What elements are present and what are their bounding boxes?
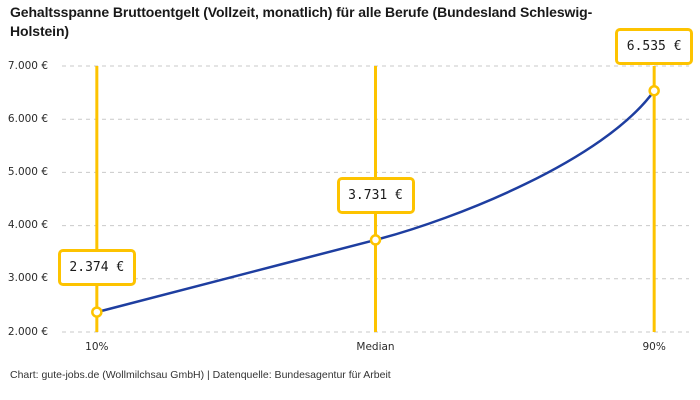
y-tick-label: 4.000 € [7,219,48,232]
chart-credit: Chart: gute-jobs.de (Wollmilchsau GmbH) … [10,369,391,381]
value-label-box: 6.535 € [615,27,694,65]
data-point-marker [369,234,382,246]
value-label-box: 2.374 € [57,249,136,287]
y-tick-label: 7.000 € [7,59,48,72]
value-label-text: 6.535 € [626,38,682,54]
y-tick-label: 5.000 € [7,165,48,178]
value-label-text: 2.374 € [69,260,125,276]
value-label-text: 3.731 € [348,187,403,203]
y-tick-label: 3.000 € [7,272,48,285]
data-point-marker [91,306,103,318]
y-tick-label: 6.000 € [7,112,48,125]
x-tick-label: Median [356,341,395,353]
x-tick-label: 10% [85,341,109,353]
value-label-box: 3.731 € [336,176,415,214]
chart-title: Gehaltsspanne Bruttoentgelt (Vollzeit, m… [10,4,593,39]
y-tick-label: 2.000 € [7,325,48,338]
data-point-marker [648,84,660,97]
x-tick-label: 90% [642,341,666,353]
